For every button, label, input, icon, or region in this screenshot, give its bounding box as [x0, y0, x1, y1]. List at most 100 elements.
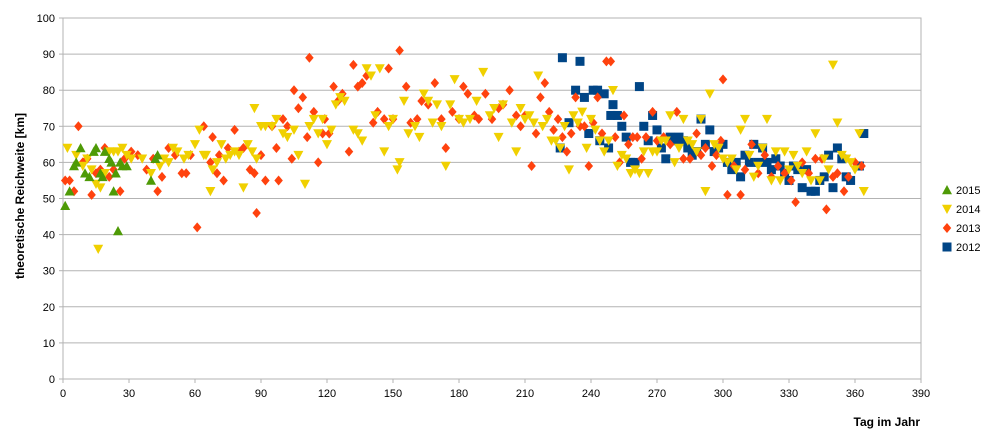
data-point-2013 [60, 175, 70, 186]
data-point-2012 [683, 143, 693, 153]
data-point-2014 [784, 165, 794, 175]
data-point-2013 [305, 52, 314, 63]
legend-label-2012: 2012 [956, 242, 980, 254]
data-point-2013 [791, 197, 800, 208]
series-2015 [60, 142, 163, 236]
data-point-2012 [639, 121, 649, 131]
data-point-2012 [705, 125, 715, 135]
data-point-2015 [64, 186, 75, 196]
data-point-2014 [394, 158, 405, 168]
data-point-2013 [474, 114, 484, 125]
data-point-2013 [685, 153, 695, 164]
data-point-2013 [74, 121, 83, 132]
data-point-2014 [652, 147, 662, 157]
axes: 0 10 20 30 40 50 60 70 80 90 100 0 30 60 90 120 150 180 21… [37, 13, 931, 400]
data-point-2013 [619, 110, 629, 121]
data-point-2014 [465, 114, 475, 125]
data-point-2014 [762, 114, 772, 125]
data-point-2013 [672, 106, 682, 117]
data-point-2013 [628, 132, 638, 143]
data-point-2014 [194, 125, 205, 135]
data-point-2013 [379, 114, 389, 125]
data-point-2013 [115, 186, 125, 197]
data-point-2014 [550, 136, 561, 146]
data-point-2013 [540, 77, 550, 88]
x-tick-label: 330 [780, 388, 798, 400]
x-tick-label: 300 [714, 388, 732, 400]
data-point-2014 [603, 136, 614, 146]
data-point-2014 [581, 143, 592, 153]
data-point-2012 [828, 183, 838, 193]
data-point-2013 [544, 106, 554, 117]
data-point-2014 [77, 161, 88, 172]
x-tick-label: 150 [384, 388, 402, 400]
data-point-2014 [770, 147, 781, 157]
data-point-2014 [458, 118, 469, 128]
data-point-2014 [403, 129, 414, 139]
data-point-2013 [740, 164, 750, 175]
data-point-2014 [722, 158, 733, 168]
data-point-2014 [638, 147, 649, 157]
data-point-2014 [537, 122, 548, 132]
data-point-2014 [304, 122, 315, 132]
data-point-2013 [298, 92, 308, 103]
data-point-2012 [593, 85, 603, 95]
data-point-2013 [844, 171, 853, 182]
data-point-2014 [757, 143, 768, 153]
data-point-2012 [661, 154, 671, 164]
data-point-2014 [225, 150, 236, 161]
data-point-2014 [370, 111, 381, 121]
data-point-2014 [704, 89, 715, 99]
data-point-2013 [181, 168, 191, 179]
data-point-2014 [489, 104, 500, 114]
data-point-2014 [267, 122, 277, 132]
data-point-2013 [558, 132, 567, 143]
data-point-2013 [192, 222, 202, 233]
data-point-2014 [93, 244, 104, 255]
data-point-2014 [484, 111, 495, 121]
data-point-2014 [172, 147, 183, 157]
data-point-2014 [744, 150, 755, 161]
data-point-2012 [599, 89, 609, 99]
x-axis-title: Tag im Jahr [854, 415, 921, 429]
data-point-2014 [691, 147, 702, 157]
data-point-2014 [533, 71, 544, 81]
data-point-2012 [740, 150, 750, 160]
data-point-2012 [630, 157, 640, 167]
data-point-2014 [427, 118, 438, 128]
data-point-2012 [652, 125, 662, 135]
data-point-2013 [648, 106, 657, 117]
data-point-2013 [344, 146, 354, 157]
data-point-2014 [300, 179, 310, 190]
data-point-2014 [498, 100, 508, 110]
x-tick-label: 30 [123, 388, 135, 400]
data-point-2013 [718, 74, 728, 85]
data-point-2013 [723, 189, 732, 200]
data-point-2013 [349, 59, 358, 70]
data-point-2012 [579, 92, 589, 102]
data-point-2014 [242, 140, 253, 150]
data-point-2014 [183, 150, 194, 161]
data-point-2014 [251, 154, 262, 164]
data-point-2013 [302, 132, 312, 143]
data-point-2014 [713, 143, 724, 153]
data-point-2013 [412, 114, 422, 125]
data-point-2013 [463, 88, 473, 99]
data-point-2013 [553, 114, 563, 125]
data-point-2014 [678, 114, 689, 125]
data-point-2013 [309, 106, 319, 117]
data-point-2012 [621, 132, 631, 142]
data-point-2014 [289, 125, 299, 135]
data-point-2014 [806, 176, 816, 186]
data-point-2012 [859, 129, 869, 139]
data-point-2014 [845, 158, 856, 168]
x-tick-label: 240 [582, 388, 600, 400]
data-point-2013 [606, 56, 616, 67]
data-point-2014 [515, 104, 526, 114]
data-point-2013 [441, 142, 451, 153]
data-point-2013 [329, 81, 338, 92]
data-point-2013 [505, 85, 514, 96]
data-point-2013 [562, 146, 572, 157]
data-point-2013 [274, 175, 283, 186]
